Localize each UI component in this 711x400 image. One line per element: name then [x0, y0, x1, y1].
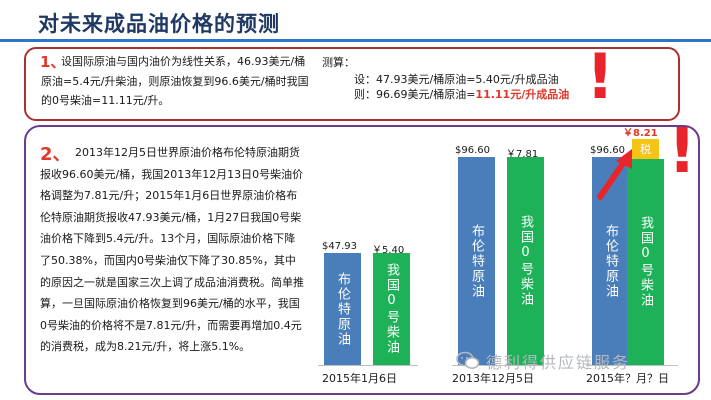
section1-box — [24, 47, 680, 121]
bar-value-label: ￥8.21 — [623, 128, 658, 139]
section1-text: 设国际原油与国内油价为线性关系，46.93美元/桶原油=5.4元/升柴油，则原油… — [41, 55, 309, 107]
bar-value-label: $96.60 — [590, 145, 625, 156]
wechat-icon — [456, 351, 480, 369]
exclamation-icon: ! — [586, 40, 615, 113]
bar-diesel-2015-01-06: 我国0号柴油 — [373, 253, 410, 365]
bar-value-label: ￥7.81 — [506, 149, 539, 160]
chart-baseline — [318, 365, 418, 366]
watermark-text: 德利得供应链服务 — [486, 353, 631, 372]
bar-label: 布伦特原油 — [335, 271, 350, 347]
section2-box — [24, 125, 700, 395]
bar-label: 布伦特原油 — [603, 223, 618, 299]
bar-value-label: ￥5.40 — [372, 245, 405, 256]
bar-tax-segment: 税 — [632, 139, 659, 159]
bar-label: 布伦特原油 — [469, 223, 484, 299]
section2-number: 2、 — [40, 144, 71, 165]
calc-line2-highlight: 11.11元/升成品油 — [475, 88, 570, 101]
bar-label: 我国0号柴油 — [518, 215, 533, 307]
section2-text: 2013年12月5日世界原油价格布伦特原油期货报收96.60美元/桶，我国201… — [40, 146, 304, 354]
calc-line2: 则：96.69美元/桶原油=11.11元/升成品油 — [354, 86, 569, 102]
page-title: 对未来成品油价格的预测 — [38, 12, 280, 36]
bar-label: 我国0号柴油 — [384, 263, 399, 355]
bar-value-label: $96.60 — [455, 145, 490, 156]
x-tick-label: 2015年1月6日 — [322, 372, 397, 385]
title-rule — [0, 39, 711, 42]
x-tick-label: 2013年12月5日 — [452, 372, 534, 385]
bar-diesel-2013-12-05: 我国0号柴油 — [507, 157, 544, 365]
chart-baseline — [586, 365, 678, 366]
bar-label: 我国0号柴油 — [638, 216, 653, 308]
red-up-arrow-icon — [597, 149, 632, 200]
bar-crude-future: 布伦特原油 — [592, 157, 629, 365]
x-tick-label: 2015年？月？日 — [586, 372, 669, 385]
bar-value-label: $47.93 — [322, 241, 357, 252]
section1-number: 1、 — [40, 53, 66, 71]
calc-line1: 设：47.93美元/桶原油=5.40元/升成品油 — [354, 73, 559, 86]
chart-baseline — [452, 365, 544, 366]
calc-line2-prefix: 则：96.69美元/桶原油= — [354, 88, 476, 101]
bar-diesel-future: 我国0号柴油 — [627, 159, 664, 365]
bar-crude-2013-12-05: 布伦特原油 — [458, 157, 495, 365]
calc-label: 测算： — [322, 56, 355, 69]
watermark: 德利得供应链服务 — [456, 349, 630, 373]
bar-crude-2015-01-06: 布伦特原油 — [324, 253, 361, 365]
